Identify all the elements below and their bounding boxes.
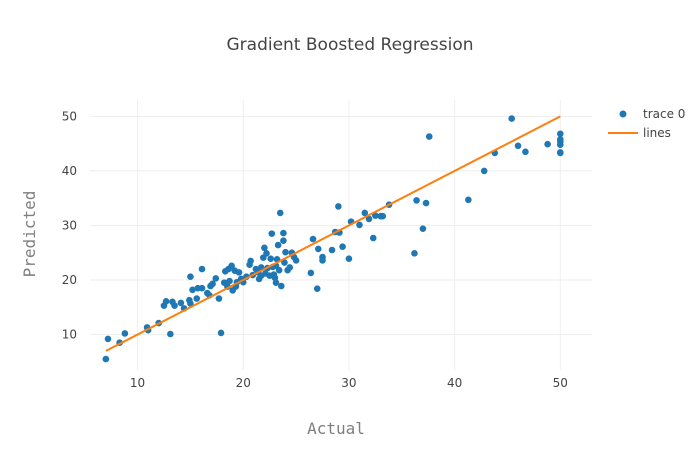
data-point[interactable] — [189, 286, 196, 294]
data-point[interactable] — [544, 140, 551, 148]
data-point[interactable] — [292, 257, 300, 264]
y-tick-label: 50 — [62, 109, 77, 123]
chart-title: Gradient Boosted Regression — [226, 35, 473, 55]
data-point[interactable] — [345, 255, 353, 263]
data-point[interactable] — [411, 249, 418, 257]
fit-line — [105, 115, 561, 352]
grid-layer — [90, 100, 592, 370]
tick-label-layer: 10 20 30 40 50 10 20 30 40 50 — [62, 109, 568, 390]
y-tick-label: 30 — [62, 218, 77, 232]
data-point[interactable] — [263, 249, 270, 257]
data-point[interactable] — [425, 133, 433, 140]
data-point[interactable] — [356, 221, 363, 229]
data-point[interactable] — [514, 142, 522, 150]
data-point[interactable] — [319, 257, 326, 264]
data-point[interactable] — [209, 280, 216, 288]
x-tick-label: 30 — [341, 376, 356, 390]
data-point[interactable] — [162, 297, 170, 305]
data-point[interactable] — [267, 255, 275, 263]
data-point[interactable] — [272, 279, 280, 287]
data-point[interactable] — [328, 246, 336, 254]
data-point[interactable] — [276, 209, 284, 217]
data-point[interactable] — [171, 302, 178, 309]
data-point[interactable] — [379, 212, 387, 220]
data-point[interactable] — [419, 225, 427, 233]
data-point[interactable] — [268, 230, 276, 237]
data-point[interactable] — [102, 355, 110, 363]
data-point[interactable] — [277, 282, 285, 290]
data-point[interactable] — [121, 330, 129, 337]
data-point[interactable] — [372, 212, 379, 219]
data-point[interactable] — [104, 335, 112, 343]
data-point[interactable] — [247, 257, 254, 265]
x-tick-label: 40 — [447, 376, 462, 390]
legend-label-trace-0: trace 0 — [643, 107, 685, 121]
data-point[interactable] — [465, 196, 472, 204]
data-point[interactable] — [167, 330, 174, 338]
data-point[interactable] — [556, 130, 564, 138]
data-point[interactable] — [508, 115, 515, 122]
data-point[interactable] — [187, 273, 194, 281]
data-point[interactable] — [193, 295, 201, 302]
data-point[interactable] — [556, 135, 564, 143]
x-tick-label: 10 — [130, 376, 145, 390]
data-point[interactable] — [307, 269, 315, 277]
data-point[interactable] — [314, 245, 322, 253]
series-layer — [102, 115, 564, 363]
y-tick-label: 20 — [62, 273, 77, 287]
data-point[interactable] — [261, 244, 268, 252]
x-tick-label: 50 — [553, 376, 568, 390]
data-point[interactable] — [422, 199, 430, 207]
data-point[interactable] — [198, 284, 206, 292]
data-point[interactable] — [339, 243, 346, 251]
data-point[interactable] — [335, 203, 342, 210]
legend-item-trace-0[interactable]: trace 0 — [619, 107, 686, 121]
data-point[interactable] — [217, 329, 225, 337]
data-point[interactable] — [274, 241, 282, 249]
data-point[interactable] — [369, 234, 377, 242]
data-point[interactable] — [365, 215, 373, 223]
data-point[interactable] — [235, 269, 243, 276]
data-point[interactable] — [226, 277, 233, 285]
data-point[interactable] — [313, 285, 321, 293]
legend-label-lines: lines — [643, 126, 671, 140]
data-point[interactable] — [280, 229, 287, 237]
data-point[interactable] — [198, 265, 206, 273]
data-point[interactable] — [228, 262, 235, 270]
data-point[interactable] — [480, 167, 488, 175]
data-point[interactable] — [280, 237, 287, 245]
data-point[interactable] — [286, 264, 294, 271]
legend-marker-icon — [619, 110, 627, 118]
data-point[interactable] — [556, 149, 564, 157]
x-axis-title: Actual — [307, 419, 365, 438]
data-point[interactable] — [522, 148, 529, 156]
data-point[interactable] — [281, 259, 288, 266]
data-point[interactable] — [177, 299, 185, 307]
data-point[interactable] — [275, 266, 283, 274]
y-tick-label: 10 — [62, 328, 77, 342]
y-axis-title: Predicted — [20, 191, 39, 278]
data-point[interactable] — [212, 275, 220, 282]
data-point[interactable] — [215, 295, 223, 302]
data-point[interactable] — [282, 248, 289, 256]
y-tick-label: 40 — [62, 164, 77, 178]
legend[interactable]: trace 0 lines — [608, 107, 685, 140]
legend-item-lines[interactable]: lines — [608, 126, 671, 140]
data-point[interactable] — [271, 274, 279, 282]
data-point[interactable] — [309, 235, 317, 243]
data-point[interactable] — [361, 209, 369, 217]
data-point[interactable] — [187, 300, 194, 307]
data-point[interactable] — [413, 197, 420, 204]
x-tick-label: 20 — [236, 376, 251, 390]
